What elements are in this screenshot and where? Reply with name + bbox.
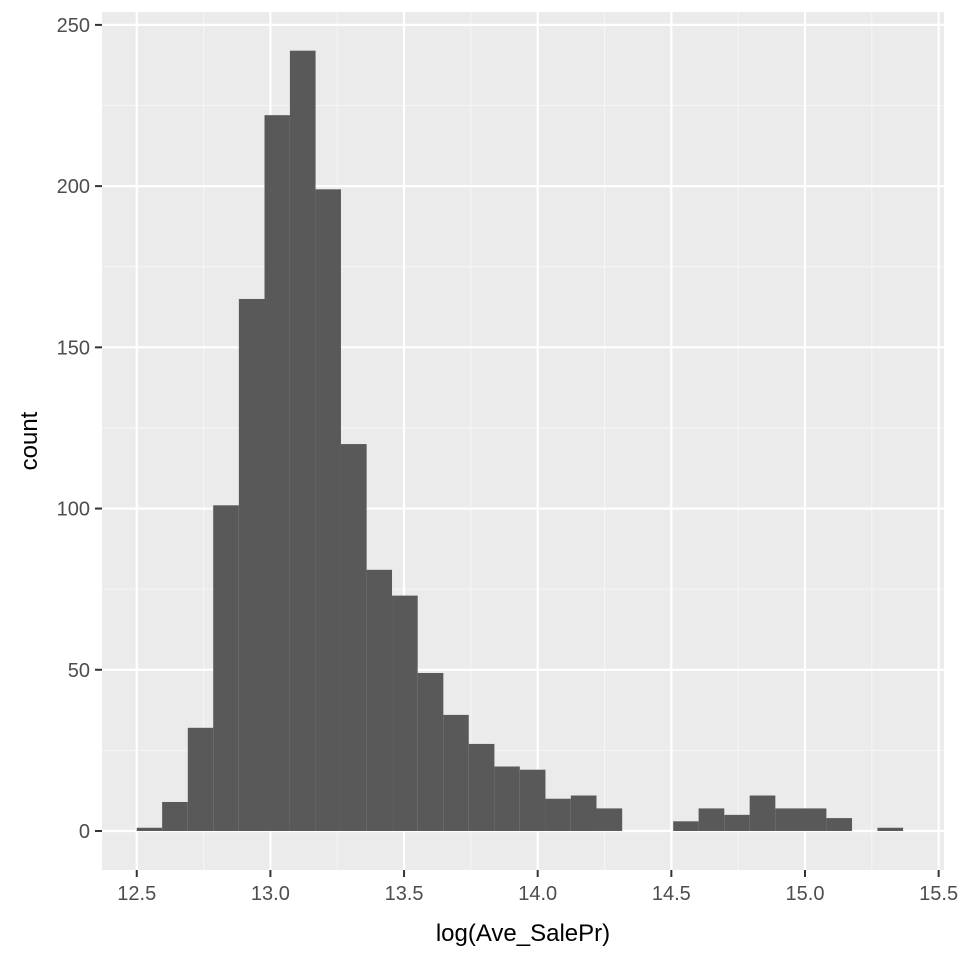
x-tick-label: 15.5 <box>919 883 958 905</box>
y-tick-label: 0 <box>79 821 90 843</box>
histogram-bar <box>724 814 750 831</box>
x-tick-label: 15.0 <box>786 883 825 905</box>
histogram-bar <box>213 505 239 831</box>
y-tick-label: 250 <box>57 15 90 37</box>
y-tick-label: 50 <box>68 660 90 682</box>
histogram-bar <box>136 827 163 831</box>
histogram-bar <box>366 569 393 831</box>
y-axis-title: count <box>16 411 43 470</box>
histogram-bars <box>136 50 904 831</box>
x-axis-title: log(Ave_SalePr) <box>436 920 610 947</box>
histogram-bar <box>443 714 469 831</box>
histogram-bar <box>698 808 725 831</box>
histogram-bar <box>187 727 214 831</box>
histogram-bar <box>570 795 597 831</box>
histogram-bar <box>392 595 418 831</box>
histogram-bar <box>468 743 495 831</box>
y-tick-label: 200 <box>57 176 90 198</box>
histogram-bar <box>673 821 699 831</box>
y-tick-label: 150 <box>57 337 90 359</box>
x-tick-label: 14.0 <box>518 883 557 905</box>
y-tick-label: 100 <box>57 499 90 521</box>
histogram-bar <box>749 795 776 831</box>
histogram-bar <box>417 672 444 831</box>
histogram-bar <box>775 808 801 831</box>
x-tick-label: 12.5 <box>117 883 156 905</box>
histogram-bar <box>800 808 827 831</box>
histogram-bar <box>315 189 341 831</box>
histogram-bar <box>545 798 571 831</box>
x-tick-label: 14.5 <box>652 883 691 905</box>
histogram-bar <box>877 827 904 831</box>
histogram-bar <box>238 298 265 831</box>
histogram-bar <box>340 444 367 831</box>
histogram-bar <box>289 50 316 831</box>
x-tick-label: 13.5 <box>385 883 424 905</box>
y-axis: 0 50 100 150 200 250 <box>57 15 102 843</box>
histogram-bar <box>596 808 623 831</box>
x-tick-label: 13.0 <box>251 883 290 905</box>
histogram-bar <box>494 766 520 831</box>
histogram-bar <box>264 115 290 831</box>
x-axis: 12.5 13.0 13.5 14.0 14.5 15.0 15.5 <box>117 870 958 905</box>
minor-gridlines <box>102 12 944 870</box>
histogram-bar <box>826 818 853 831</box>
histogram-bar <box>162 801 188 831</box>
histogram-bar <box>519 769 546 831</box>
